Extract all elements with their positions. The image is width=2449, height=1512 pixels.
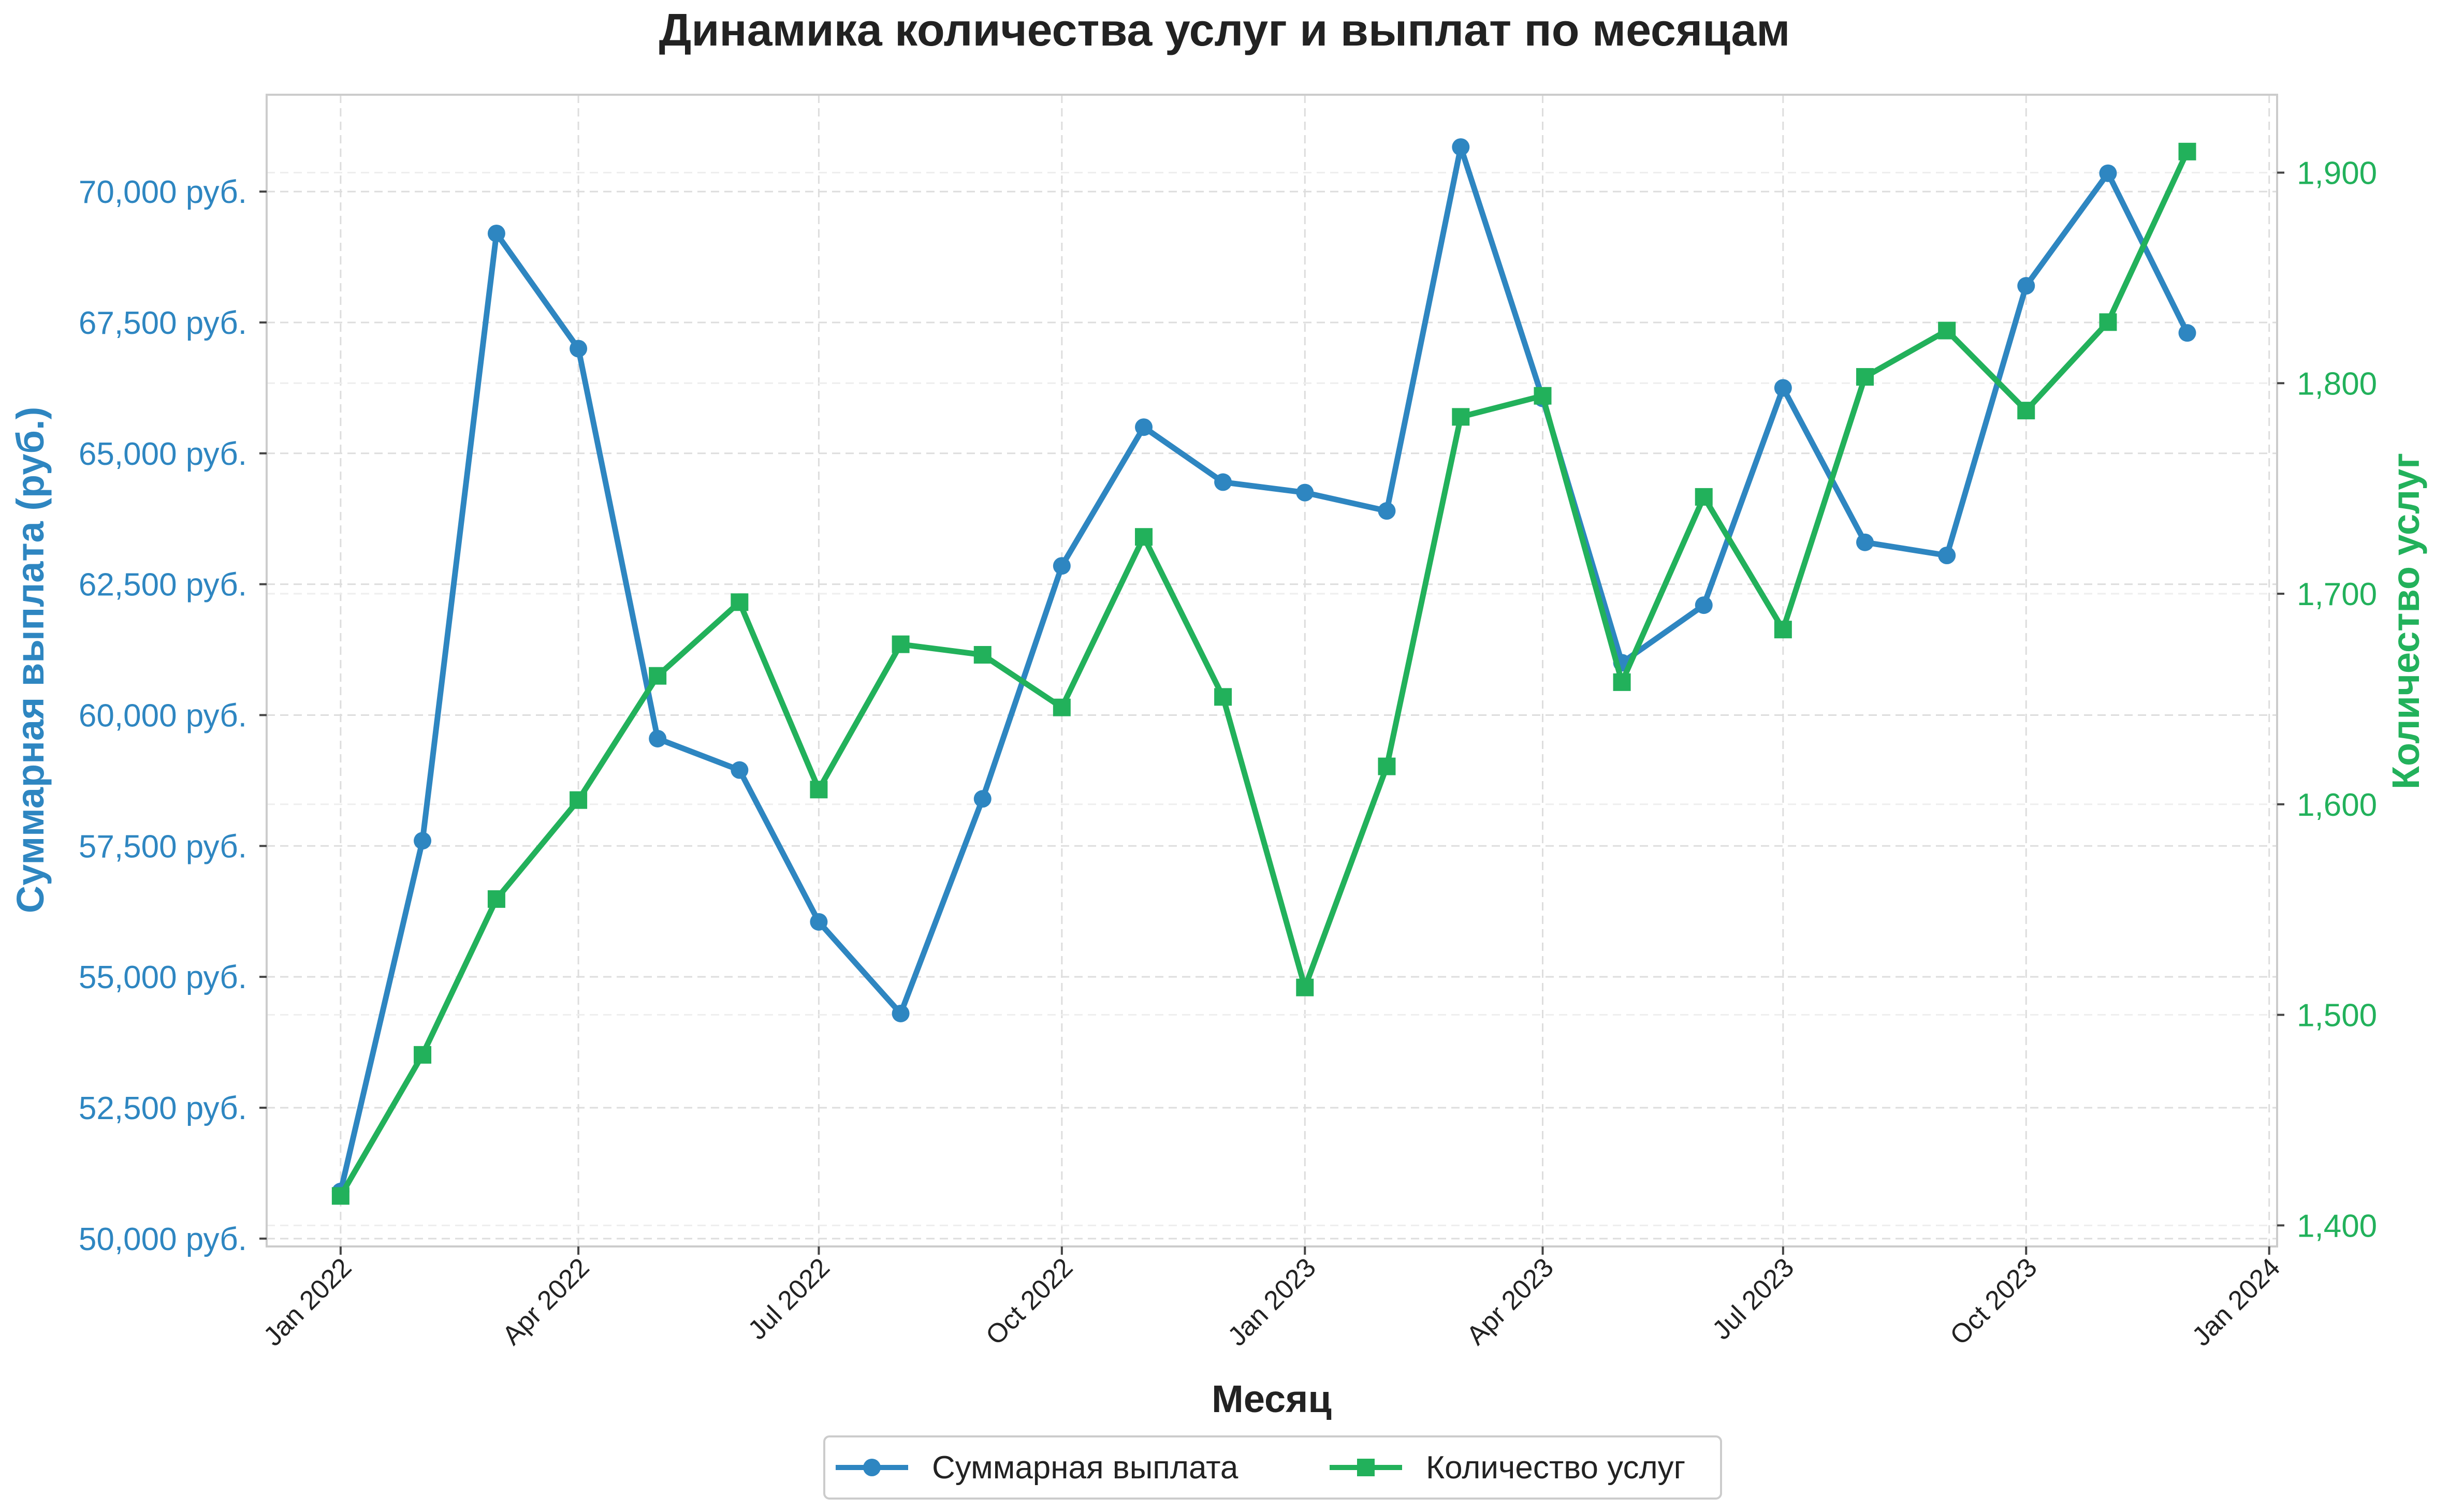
x-tick-label: Oct 2023	[1945, 1252, 2043, 1350]
legend-payout-label: Суммарная выплата	[932, 1450, 1238, 1486]
count-point	[1534, 387, 1552, 405]
count-point	[731, 593, 749, 611]
payout-point	[892, 1004, 910, 1022]
payout-point	[1938, 547, 1956, 564]
x-tick-label: Jan 2023	[1222, 1252, 1321, 1352]
count-point	[1378, 757, 1396, 775]
payout-point	[731, 761, 749, 779]
y-right-tick-label: 1,800	[2297, 366, 2377, 402]
series-line-0	[338, 144, 2190, 1195]
count-point	[1452, 408, 1470, 426]
count-point	[487, 890, 505, 908]
x-tick-label: Jan 2024	[2186, 1252, 2286, 1352]
count-point	[1214, 688, 1232, 706]
count-point	[2017, 402, 2035, 420]
payout-point	[2178, 324, 2196, 342]
y-left-tick-label: 50,000 руб.	[79, 1222, 247, 1257]
y-right-tick-label: 1,500	[2297, 998, 2377, 1034]
x-tick-label: Apr 2022	[497, 1252, 595, 1350]
payout-point	[1053, 557, 1071, 575]
series	[331, 138, 2196, 1205]
payout-point	[973, 790, 992, 808]
payout-point	[2017, 277, 2035, 295]
y-left-tick-label: 60,000 руб.	[79, 698, 247, 733]
payout-point	[414, 832, 432, 850]
count-point	[1938, 321, 1956, 340]
payout-point	[1774, 379, 1792, 397]
x-axis: Jan 2022 Apr 2022 Jul 2022 Oct 2022 Jan 2023…	[258, 1246, 2286, 1352]
payout-point	[810, 913, 828, 931]
y-axis-right: 1,400 1,500 1,600 1,700 1,800 1,900	[2277, 156, 2377, 1244]
y-right-tick-label: 1,700	[2297, 577, 2377, 612]
count-point	[810, 781, 828, 799]
legend-count-label: Количество услуг	[1426, 1450, 1685, 1486]
y-right-tick-label: 1,400	[2297, 1208, 2377, 1244]
y-axis-label-left: Суммарная выплата (руб.)	[9, 407, 52, 914]
payout-point	[1378, 502, 1396, 520]
y-left-tick-label: 70,000 руб.	[79, 174, 247, 210]
count-point	[331, 1187, 349, 1205]
count-point	[570, 791, 588, 809]
grid	[267, 95, 2277, 1246]
count-point	[2178, 142, 2196, 160]
legend: Суммарная выплата Количество услуг	[823, 1435, 1722, 1500]
payout-point	[1135, 418, 1153, 436]
x-tick-label: Apr 2023	[1461, 1252, 1559, 1350]
payout-point	[570, 340, 588, 358]
x-tick-label: Jul 2022	[742, 1252, 836, 1345]
count-point	[892, 635, 910, 653]
y-axis-left: 50,000 руб. 52,500 руб. 55,000 руб. 57,500 …	[79, 174, 267, 1257]
y-left-tick-label: 65,000 руб.	[79, 436, 247, 472]
payout-point	[487, 225, 505, 243]
count-point	[1856, 368, 1874, 386]
x-tick-label: Oct 2022	[980, 1252, 1078, 1350]
count-point	[2099, 313, 2117, 331]
payout-point	[1695, 596, 1713, 614]
y-left-tick-label: 52,500 руб.	[79, 1091, 247, 1126]
payout-point	[649, 729, 667, 747]
count-point	[649, 667, 667, 685]
y-left-tick-label: 57,500 руб.	[79, 829, 247, 864]
count-point	[973, 645, 992, 664]
payout-point	[1214, 473, 1232, 491]
y-right-tick-label: 1,600	[2297, 787, 2377, 823]
series-line-1	[338, 149, 2190, 1199]
legend-count-marker	[1357, 1459, 1375, 1476]
y-right-tick-label: 1,900	[2297, 156, 2377, 192]
x-tick-label: Jul 2023	[1707, 1252, 1800, 1345]
count-point	[1053, 698, 1071, 716]
y-left-tick-label: 55,000 руб.	[79, 960, 247, 995]
count-point	[1296, 978, 1314, 996]
payout-point	[2099, 164, 2117, 182]
count-point	[1613, 673, 1631, 691]
count-point	[414, 1046, 432, 1064]
legend-box	[823, 1435, 1722, 1500]
x-axis-label: Месяц	[1212, 1377, 1332, 1420]
payout-point	[1452, 138, 1470, 156]
x-tick-label: Jan 2022	[258, 1252, 357, 1352]
legend-payout-marker	[863, 1459, 881, 1476]
y-left-tick-label: 62,500 руб.	[79, 567, 247, 603]
y-axis-label-right: Количество услуг	[2384, 453, 2427, 789]
count-point	[1695, 488, 1713, 506]
count-point	[1135, 528, 1153, 546]
chart-title: Динамика количества услуг и выплат по ме…	[659, 4, 1790, 55]
payout-point	[1296, 483, 1314, 502]
y-left-tick-label: 67,500 руб.	[79, 305, 247, 341]
count-point	[1774, 621, 1792, 639]
plot-frame	[266, 94, 2278, 1247]
payout-point	[1856, 533, 1874, 551]
